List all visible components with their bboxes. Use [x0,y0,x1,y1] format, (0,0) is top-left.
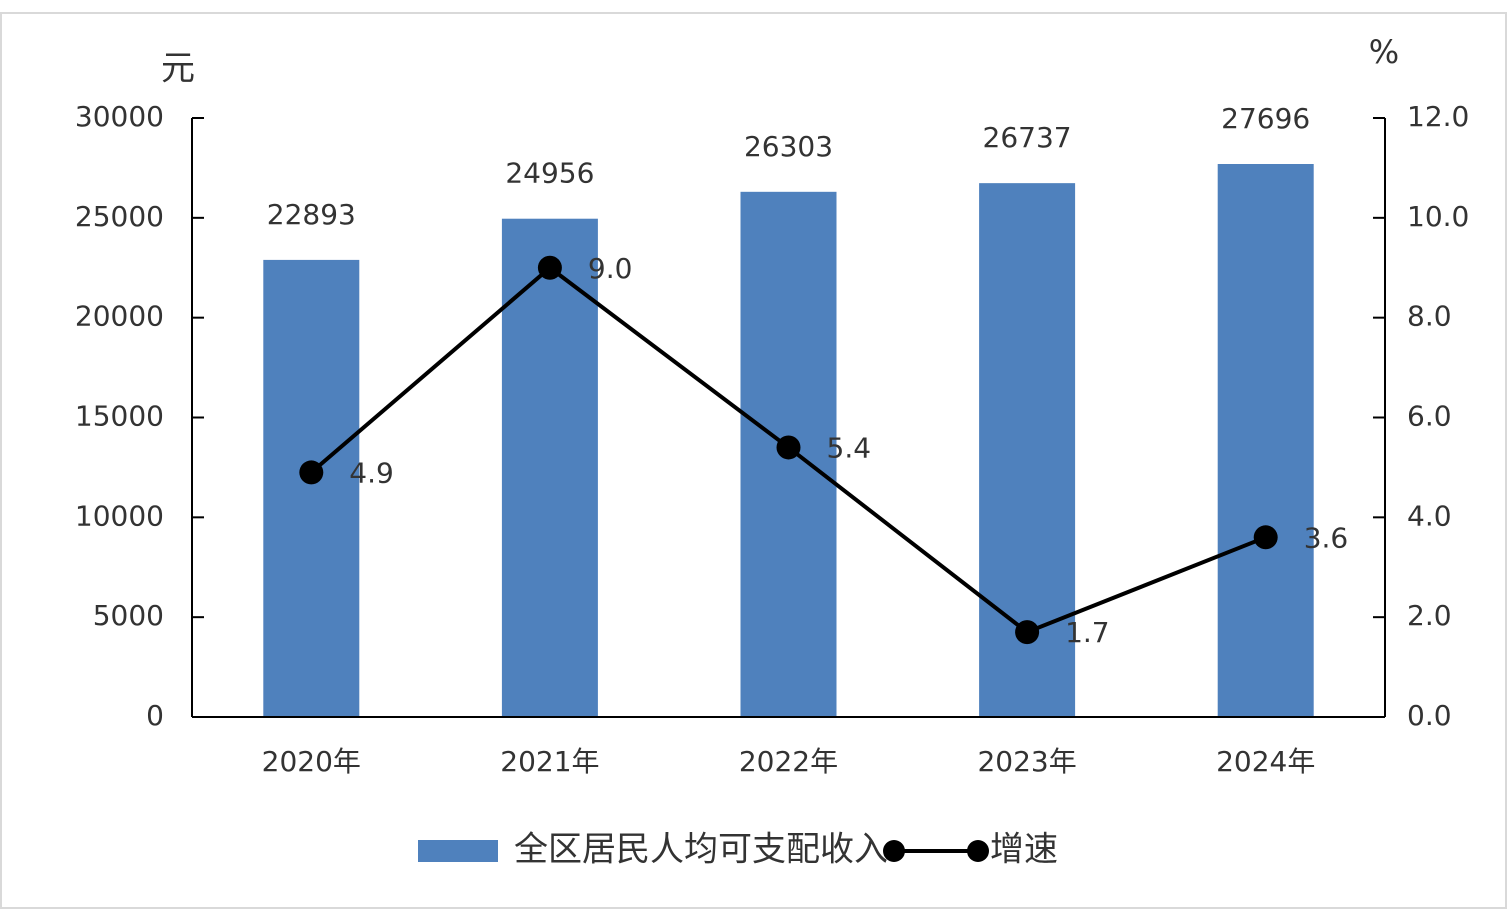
y-tick-label: 5000 [93,599,164,632]
bar-value-label: 27696 [1221,102,1310,135]
line-point [1253,525,1278,550]
y2-axis-label: % [1369,33,1399,71]
y2-tick-label: 12.0 [1407,100,1469,133]
x-tick-label: 2021年 [500,745,599,778]
legend-label: 全区居民人均可支配收入 [514,830,888,870]
bar-value-label: 22893 [267,198,356,231]
y-tick-label: 10000 [75,499,164,532]
line-value-label: 3.6 [1304,521,1349,554]
bar-value-label: 26737 [983,121,1072,154]
line-value-label: 4.9 [349,456,394,489]
bar [263,259,360,717]
y2-tick-label: 6.0 [1407,400,1452,433]
x-tick-label: 2022年 [739,745,838,778]
y-tick-label: 25000 [75,200,164,233]
legend-label: 增速 [990,830,1058,870]
bar-value-label: 26303 [744,130,833,163]
x-tick-label: 2023年 [977,745,1076,778]
y-axis-label: 元 [161,49,195,89]
bar-value-label: 24956 [505,157,594,190]
line-point [1015,620,1040,645]
line-point [537,255,562,280]
legend-swatch [967,840,989,862]
legend-swatch [883,840,905,862]
legend-swatch [418,840,498,862]
line-value-label: 5.4 [827,431,872,464]
line-value-label: 1.7 [1065,616,1110,649]
y2-tick-label: 10.0 [1407,200,1469,233]
y2-tick-label: 4.0 [1407,499,1452,532]
y2-tick-label: 2.0 [1407,599,1452,632]
y2-tick-label: 8.0 [1407,300,1452,333]
bar [501,218,598,718]
x-tick-label: 2024年 [1216,745,1315,778]
bar [1217,164,1314,718]
y-tick-label: 20000 [75,300,164,333]
line-point [299,460,324,485]
y2-tick-label: 0.0 [1407,699,1452,732]
y-tick-label: 30000 [75,100,164,133]
x-tick-label: 2020年 [262,745,361,778]
line-point [776,435,801,460]
y-tick-label: 15000 [75,400,164,433]
y-tick-label: 0 [146,699,164,732]
line-value-label: 9.0 [588,252,633,285]
